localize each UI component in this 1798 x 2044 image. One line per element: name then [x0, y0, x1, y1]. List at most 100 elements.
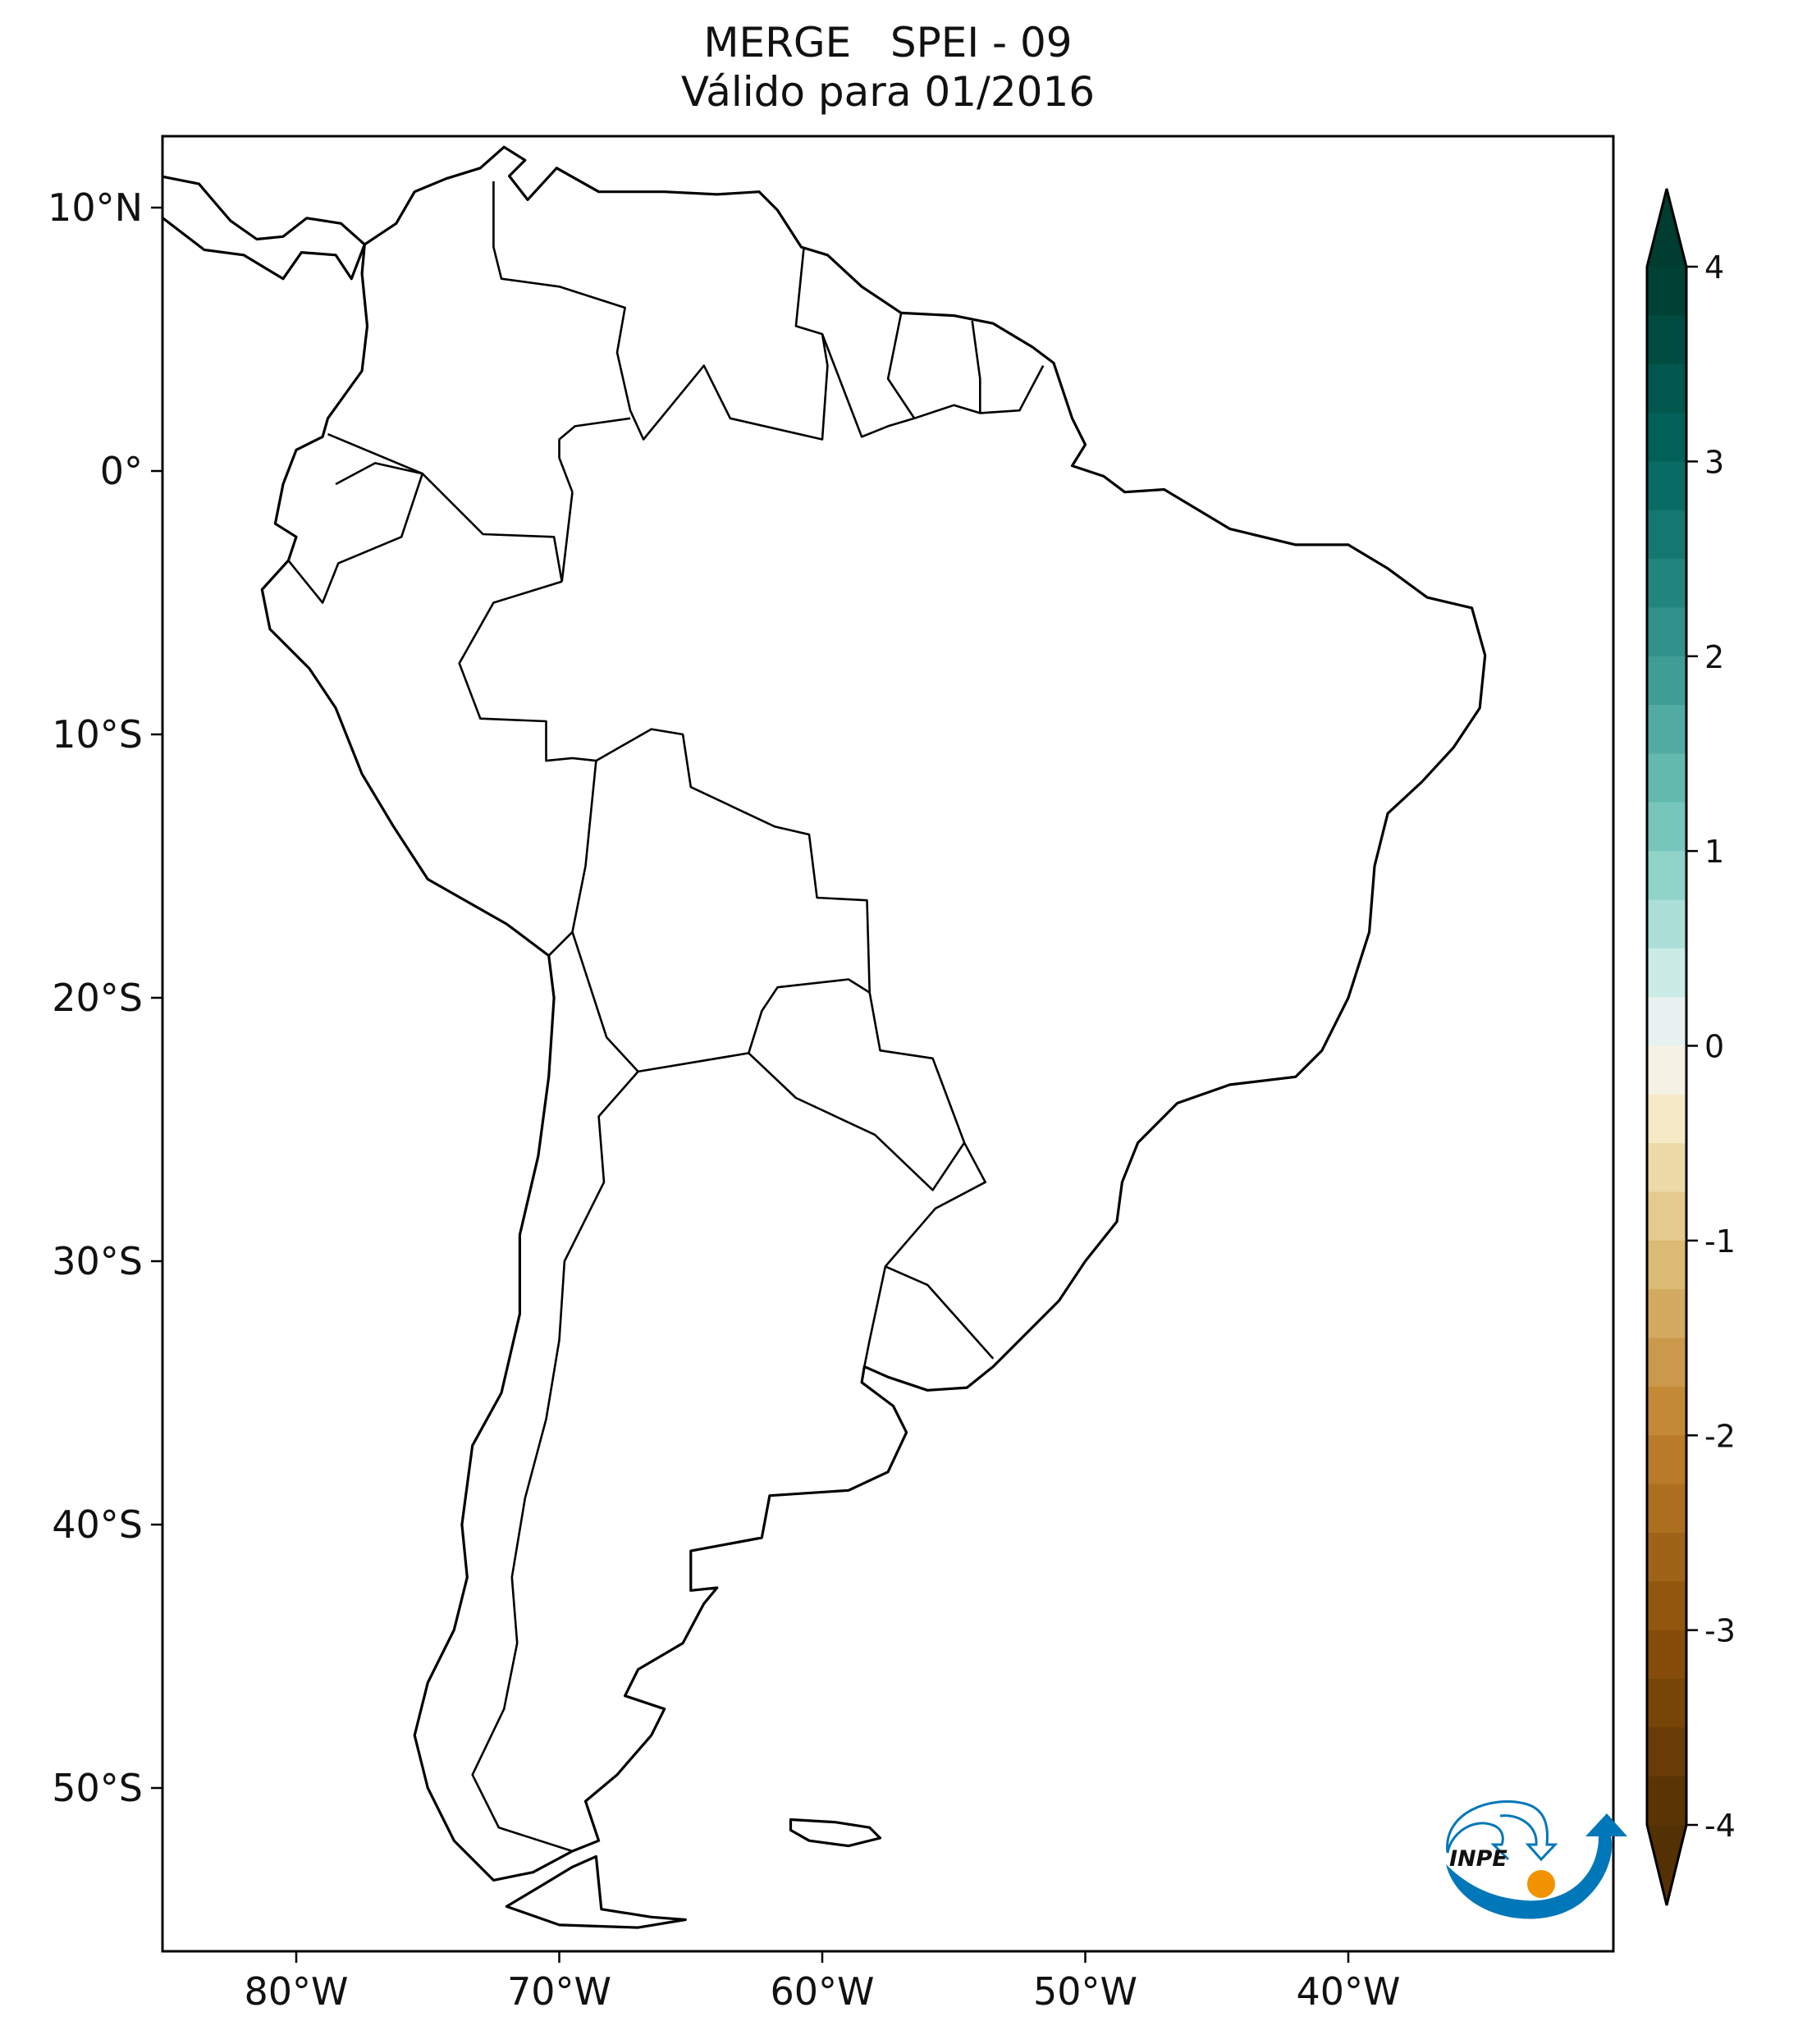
country-border	[335, 462, 563, 583]
colorbar-level	[1647, 510, 1686, 560]
y-tick-label: 10°N	[48, 185, 143, 230]
colorbar-level	[1647, 267, 1686, 317]
spei-region-11	[1191, 560, 1348, 698]
country-border	[886, 313, 981, 420]
colorbar-level	[1647, 1630, 1686, 1680]
colorbar-level	[1647, 1776, 1686, 1826]
land-fill	[162, 136, 1613, 1951]
colorbar-level	[1647, 413, 1686, 463]
spei-region-18	[717, 1091, 927, 1274]
spei-region-10	[796, 639, 954, 777]
colorbar-level	[1647, 899, 1686, 949]
spei-region-9	[940, 391, 1124, 551]
chart-title: MERGE SPEI - 09 Válido para 01/2016	[162, 18, 1613, 117]
inpe-logo: INPE	[1446, 1800, 1627, 1919]
colorbar-tick-label: 1	[1704, 834, 1724, 870]
colorbar-level	[1647, 1678, 1686, 1729]
colorbar-level	[1647, 1338, 1686, 1388]
colorbar-level	[1647, 656, 1686, 706]
colorbar-level	[1647, 461, 1686, 511]
spei-region-15	[796, 998, 1006, 1182]
colorbar-level	[1647, 1532, 1686, 1583]
colorbar-level	[1647, 802, 1686, 852]
spei-region-14	[1243, 718, 1401, 856]
colorbar-level	[1647, 1045, 1686, 1095]
colorbar-level	[1647, 705, 1686, 755]
country-border	[980, 364, 1045, 414]
x-tick-label: 60°W	[770, 1969, 874, 2014]
spei-region-17	[927, 1166, 1085, 1304]
x-tick-label: 40°W	[1296, 1969, 1400, 2014]
country-borders	[287, 181, 1045, 1853]
y-axis: 10°N 0° 10°S 20°S 30°S 40°S 50°S	[48, 185, 162, 1810]
country-border	[558, 417, 631, 493]
colorbar-tick-label: 3	[1704, 444, 1724, 480]
spei-region-12	[1283, 862, 1414, 976]
colorbar-level	[1647, 948, 1686, 998]
country-border	[821, 333, 915, 438]
spei-region-20	[586, 1173, 849, 1402]
colorbar-tick-label: -4	[1704, 1808, 1736, 1844]
coastline-falkland-islands	[789, 1818, 882, 1848]
colorbar-level	[1647, 1484, 1686, 1534]
y-tick-label: 30°S	[52, 1239, 143, 1283]
spei-region-16	[980, 1047, 1137, 1185]
country-border	[492, 181, 829, 441]
x-tick-label: 80°W	[244, 1969, 348, 2014]
colorbar-level	[1647, 851, 1686, 901]
y-tick-label: 50°S	[52, 1766, 143, 1810]
colorbar-tick-label: 4	[1704, 249, 1724, 286]
spei-region-24	[691, 267, 796, 359]
colorbar-level	[1647, 1240, 1686, 1291]
colorbar-level	[1647, 1191, 1686, 1241]
coastline-tierra-del-fuego	[505, 1854, 687, 1929]
country-border	[571, 931, 871, 1073]
spei-region-2	[981, 475, 1453, 889]
country-border	[327, 432, 423, 475]
inpe-logo-text: INPE	[1449, 1846, 1507, 1872]
spei-region-6	[547, 206, 730, 367]
colorbar-level	[1647, 997, 1686, 1047]
country-border	[863, 1266, 887, 1367]
spei-region-3	[296, 597, 611, 872]
y-tick-label: 20°S	[52, 976, 143, 1020]
colorbar: 4 3 2 1 0 -1 -2 -3 -4	[1645, 188, 1736, 1906]
colorbar-extend-max	[1647, 189, 1686, 267]
country-border	[560, 492, 574, 582]
x-tick-label: 50°W	[1033, 1969, 1137, 2014]
colorbar-level	[1647, 559, 1686, 609]
colorbar-level	[1647, 1386, 1686, 1437]
colorbar-level	[1647, 1435, 1686, 1485]
colorbar-level	[1647, 1094, 1686, 1144]
country-border	[547, 760, 597, 957]
colorbar-tick-label: -2	[1704, 1418, 1736, 1454]
y-tick-label: 0°	[100, 449, 143, 493]
colorbar-level	[1647, 753, 1686, 803]
x-tick-label: 70°W	[507, 1969, 611, 2014]
spei-region-7	[586, 409, 849, 638]
land-base	[162, 136, 1613, 1951]
y-tick-label: 10°S	[52, 712, 143, 757]
coastline-mainland	[260, 145, 1487, 1882]
coastline-panama	[162, 175, 366, 281]
colorbar-level	[1647, 1581, 1686, 1631]
colorbar-level	[1647, 1143, 1686, 1193]
country-border	[458, 580, 995, 1360]
colorbar-tick-label: 2	[1704, 639, 1724, 675]
colorbar-tick-label: -3	[1704, 1613, 1736, 1649]
coastlines	[162, 145, 1487, 1929]
colorbar-level	[1647, 315, 1686, 365]
x-axis: 80°W 70°W 60°W 50°W 40°W	[244, 1951, 1401, 2014]
map-frame	[161, 135, 1615, 1953]
colorbar-tick-label: -1	[1704, 1223, 1736, 1260]
spei-region-13	[244, 569, 323, 638]
spei-region-8	[796, 461, 1059, 691]
spei-region-25	[954, 876, 1111, 1014]
colorbar-tick-label: 0	[1704, 1029, 1724, 1065]
colorbar-level	[1647, 364, 1686, 414]
y-tick-label: 40°S	[52, 1502, 143, 1547]
country-border	[748, 1052, 966, 1191]
spei-region-21	[455, 1542, 717, 1772]
colorbar-level	[1647, 1727, 1686, 1777]
